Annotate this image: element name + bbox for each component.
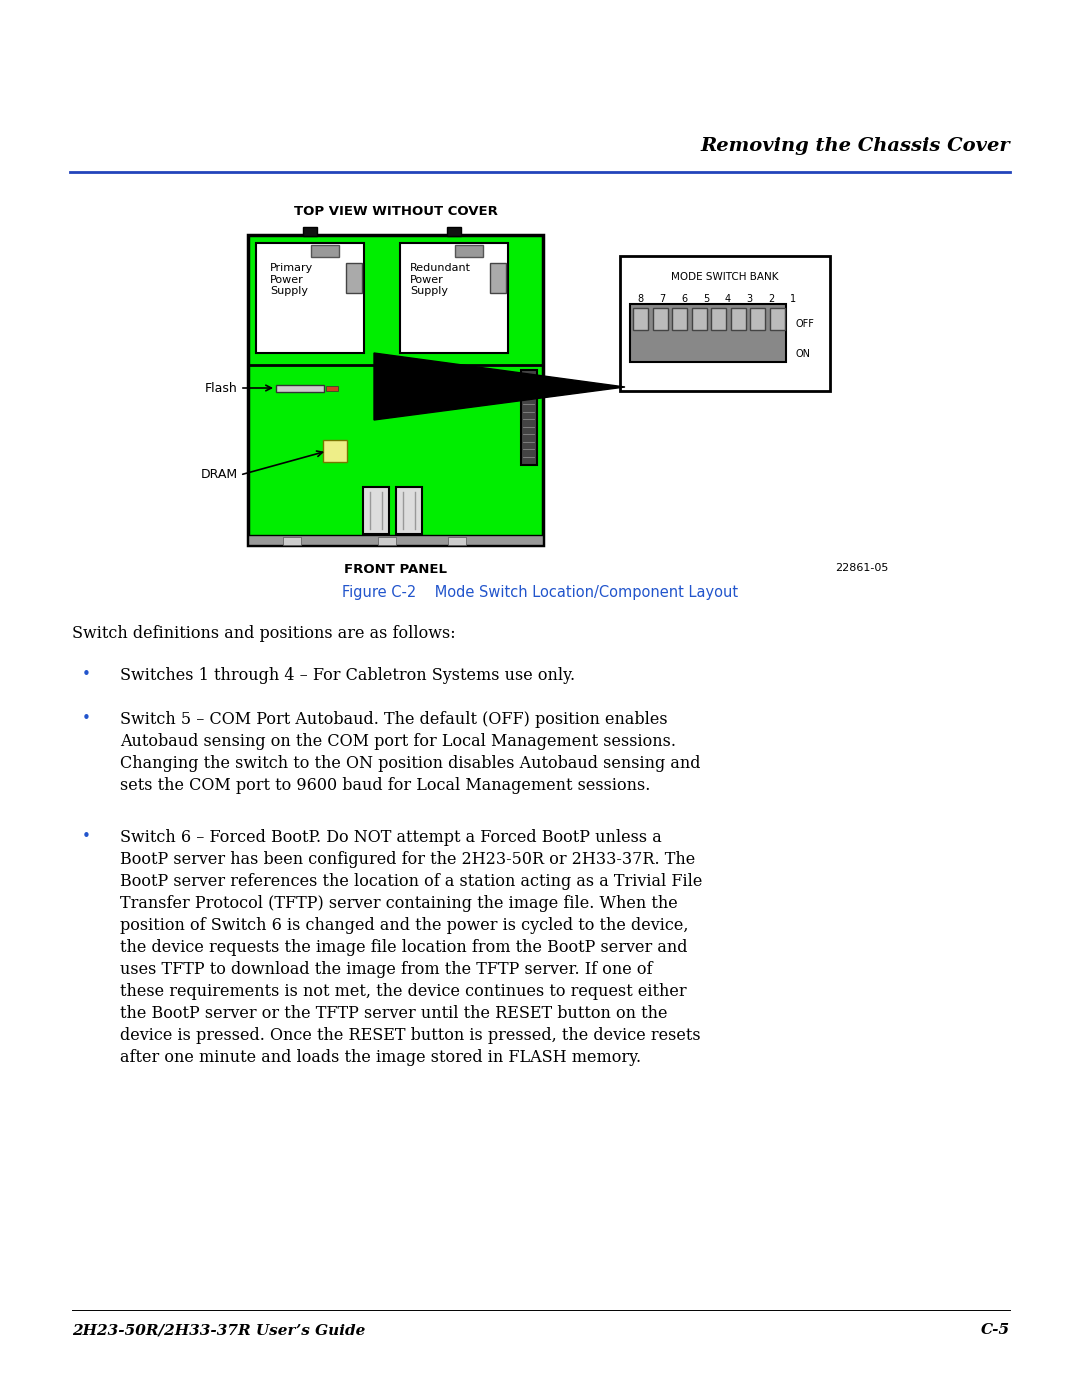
Text: •: • [82, 711, 91, 726]
Text: •: • [82, 828, 91, 844]
Text: Primary
Power
Supply: Primary Power Supply [270, 263, 313, 296]
Text: BootP server has been configured for the 2H23-50R or 2H33-37R. The: BootP server has been configured for the… [120, 851, 696, 868]
Text: Redundant
Power
Supply: Redundant Power Supply [410, 263, 471, 296]
Bar [378, 536, 396, 545]
Text: 5: 5 [703, 293, 710, 305]
Bar [396, 488, 422, 534]
Bar [248, 535, 543, 545]
Bar [311, 244, 339, 257]
Bar [750, 307, 765, 330]
Text: position of Switch 6 is changed and the power is cycled to the device,: position of Switch 6 is changed and the … [120, 916, 689, 935]
Bar [283, 536, 301, 545]
Text: Switch 5 – COM Port Autobaud. The default (OFF) position enables: Switch 5 – COM Port Autobaud. The defaul… [120, 711, 667, 728]
Text: 3: 3 [746, 293, 753, 305]
Bar [276, 386, 324, 393]
Bar [652, 307, 667, 330]
Text: 4: 4 [725, 293, 731, 305]
Text: Switches 1 through 4 – For Cabletron Systems use only.: Switches 1 through 4 – For Cabletron Sys… [120, 666, 576, 685]
Text: ON: ON [795, 349, 810, 359]
Bar [455, 244, 483, 257]
Text: Flash: Flash [205, 381, 238, 394]
Bar [323, 440, 347, 462]
Text: sets the COM port to 9600 baud for Local Management sessions.: sets the COM port to 9600 baud for Local… [120, 777, 650, 793]
Text: the device requests the image file location from the BootP server and: the device requests the image file locat… [120, 939, 688, 956]
Bar [630, 305, 786, 362]
Text: Figure C-2    Mode Switch Location/Component Layout: Figure C-2 Mode Switch Location/Componen… [342, 585, 738, 599]
Text: Transfer Protocol (TFTP) server containing the image file. When the: Transfer Protocol (TFTP) server containi… [120, 895, 678, 912]
Text: uses TFTP to download the image from the TFTP server. If one of: uses TFTP to download the image from the… [120, 961, 652, 978]
Bar [521, 370, 537, 465]
Bar [346, 263, 362, 293]
Text: TOP VIEW WITHOUT COVER: TOP VIEW WITHOUT COVER [294, 205, 498, 218]
Bar [447, 226, 461, 236]
Text: the BootP server or the TFTP server until the RESET button on the: the BootP server or the TFTP server unti… [120, 1004, 667, 1023]
Bar [730, 307, 745, 330]
Text: 8: 8 [638, 293, 644, 305]
Text: DRAM: DRAM [201, 468, 238, 482]
Bar [620, 256, 831, 391]
Text: FRONT PANEL: FRONT PANEL [345, 563, 447, 576]
Text: C-5: C-5 [981, 1323, 1010, 1337]
Bar [672, 307, 687, 330]
Text: BootP server references the location of a station acting as a Trivial File: BootP server references the location of … [120, 873, 702, 890]
Bar [769, 307, 784, 330]
Text: Removing the Chassis Cover: Removing the Chassis Cover [700, 137, 1010, 155]
Text: 7: 7 [660, 293, 665, 305]
Text: MODE SWITCH BANK: MODE SWITCH BANK [672, 272, 779, 282]
Text: Switch definitions and positions are as follows:: Switch definitions and positions are as … [72, 624, 456, 643]
Polygon shape [374, 353, 625, 420]
Bar [711, 307, 726, 330]
Text: Autobaud sensing on the COM port for Local Management sessions.: Autobaud sensing on the COM port for Loc… [120, 733, 676, 750]
Bar [400, 243, 508, 353]
Text: after one minute and loads the image stored in FLASH memory.: after one minute and loads the image sto… [120, 1049, 642, 1066]
Text: •: • [82, 666, 91, 682]
Text: Switch 6 – Forced BootP. Do NOT attempt a Forced BootP unless a: Switch 6 – Forced BootP. Do NOT attempt … [120, 828, 662, 847]
Bar [248, 235, 543, 545]
Bar [633, 307, 648, 330]
Text: 6: 6 [681, 293, 687, 305]
Text: Changing the switch to the ON position disables Autobaud sensing and: Changing the switch to the ON position d… [120, 754, 701, 773]
Bar [448, 536, 465, 545]
Bar [490, 263, 507, 293]
Text: 1: 1 [789, 293, 796, 305]
Text: 2: 2 [768, 293, 774, 305]
Bar [303, 226, 318, 236]
Bar [691, 307, 706, 330]
Text: OFF: OFF [795, 319, 814, 330]
Bar [363, 488, 389, 534]
Text: 2H23-50R/2H33-37R User’s Guide: 2H23-50R/2H33-37R User’s Guide [72, 1323, 365, 1337]
Text: these requirements is not met, the device continues to request either: these requirements is not met, the devic… [120, 983, 687, 1000]
Bar [326, 386, 338, 391]
Bar [256, 243, 364, 353]
Text: device is pressed. Once the RESET button is pressed, the device resets: device is pressed. Once the RESET button… [120, 1027, 701, 1044]
Text: 22861-05: 22861-05 [835, 563, 889, 573]
